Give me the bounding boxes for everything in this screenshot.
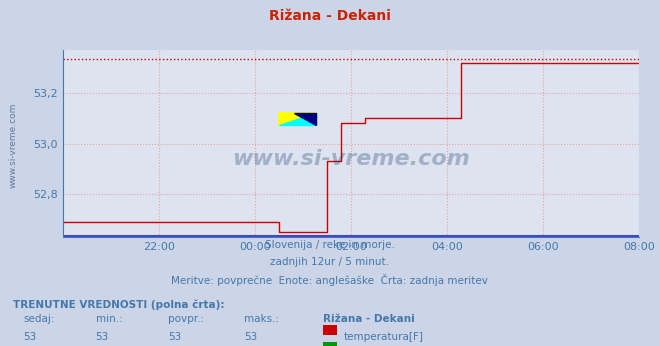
Polygon shape: [279, 113, 316, 125]
Text: 53: 53: [96, 332, 109, 342]
Text: sedaj:: sedaj:: [23, 314, 55, 324]
Text: min.:: min.:: [96, 314, 123, 324]
Text: www.si-vreme.com: www.si-vreme.com: [9, 103, 18, 188]
Text: povpr.:: povpr.:: [168, 314, 204, 324]
Text: 53: 53: [23, 332, 36, 342]
Text: 53: 53: [168, 332, 181, 342]
Polygon shape: [279, 113, 316, 125]
Text: Rižana - Dekani: Rižana - Dekani: [323, 314, 415, 324]
Text: TRENUTNE VREDNOSTI (polna črta):: TRENUTNE VREDNOSTI (polna črta):: [13, 299, 225, 310]
Polygon shape: [294, 113, 316, 125]
Text: www.si-vreme.com: www.si-vreme.com: [232, 148, 470, 169]
Text: 53: 53: [244, 332, 257, 342]
Text: Rižana - Dekani: Rižana - Dekani: [269, 9, 390, 22]
Text: Slovenija / reke in morje.: Slovenija / reke in morje.: [264, 240, 395, 251]
Text: zadnjih 12ur / 5 minut.: zadnjih 12ur / 5 minut.: [270, 257, 389, 267]
Text: temperatura[F]: temperatura[F]: [344, 332, 424, 342]
Text: Meritve: povprečne  Enote: anglešaške  Črta: zadnja meritev: Meritve: povprečne Enote: anglešaške Črt…: [171, 274, 488, 286]
Text: maks.:: maks.:: [244, 314, 279, 324]
